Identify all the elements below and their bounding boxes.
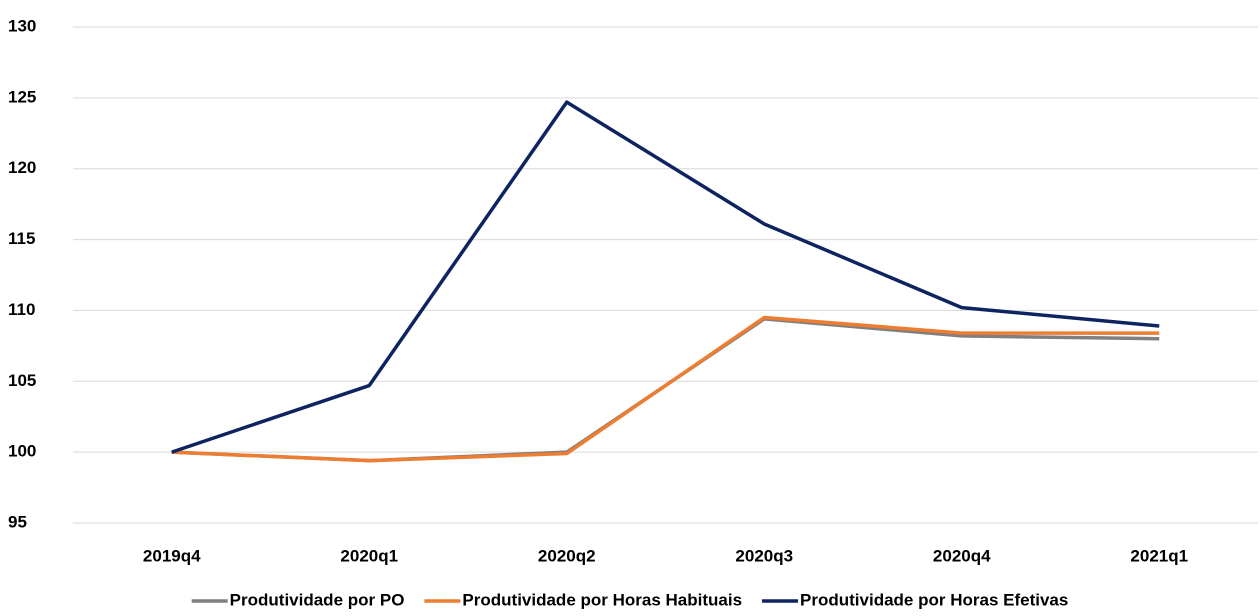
data-line (171, 315, 1160, 463)
y-tick-label: 105 (8, 371, 36, 390)
legend-label: Produtividade por Horas Efetivas (800, 590, 1068, 609)
legend-label: Produtividade por PO (230, 590, 405, 609)
y-tick-label: 130 (8, 16, 36, 35)
legend-label: Produtividade por Horas Habituais (462, 590, 742, 609)
x-tick-label: 2020q2 (538, 546, 596, 565)
x-tick-label: 2020q4 (933, 546, 991, 565)
y-tick-label: 100 (8, 442, 36, 461)
y-tick-label: 115 (8, 229, 35, 248)
x-tick-label: 2021q1 (1130, 546, 1188, 565)
y-tick-label: 110 (8, 300, 35, 319)
data-line (171, 317, 1160, 463)
data-line (171, 100, 1160, 454)
x-tick-label: 2020q1 (340, 546, 398, 565)
y-tick-label: 125 (8, 87, 36, 106)
y-tick-label: 95 (8, 512, 27, 531)
y-tick-label: 120 (8, 158, 36, 177)
x-tick-label: 2019q4 (143, 546, 201, 565)
x-tick-label: 2020q3 (735, 546, 793, 565)
